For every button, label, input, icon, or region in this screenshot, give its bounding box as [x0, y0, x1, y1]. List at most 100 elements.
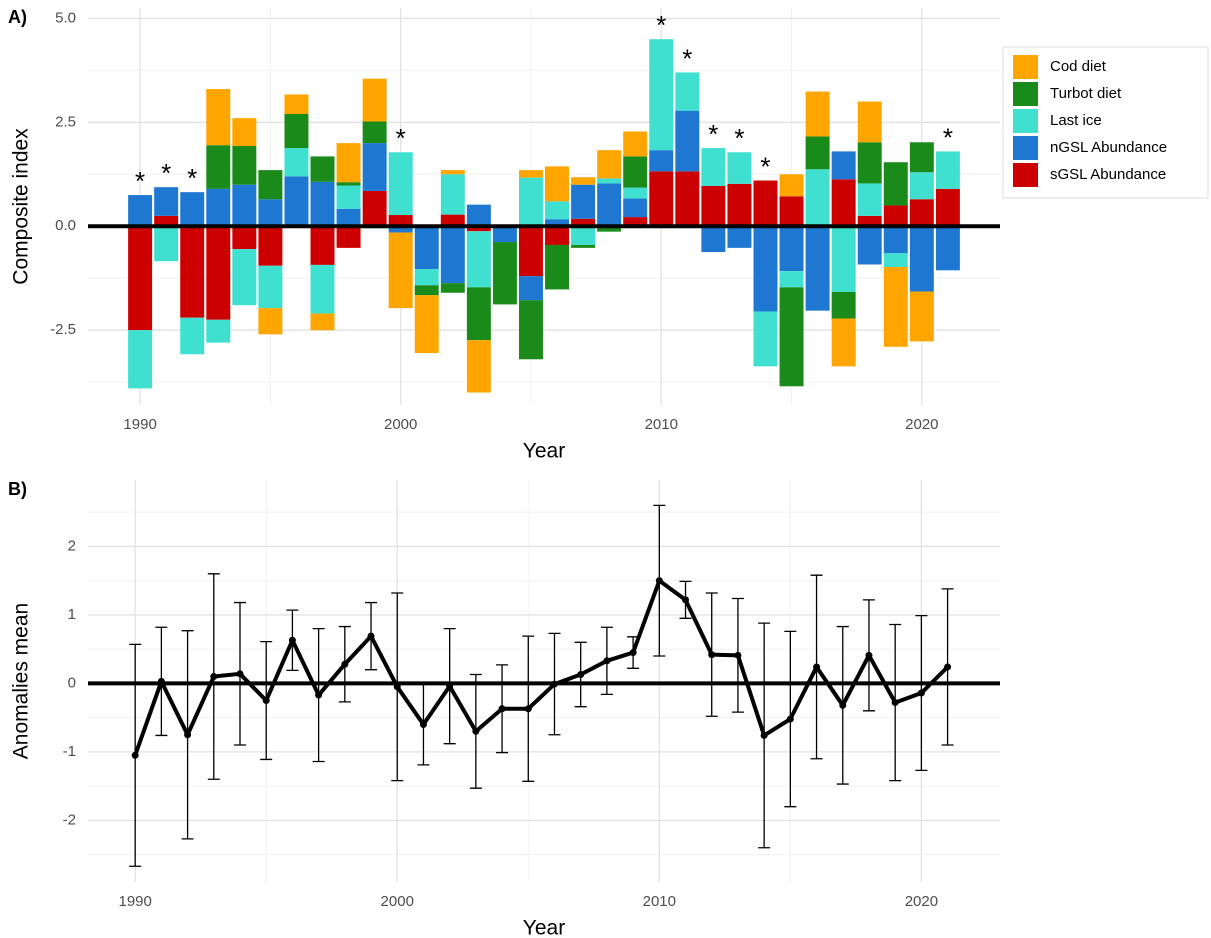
x-tick-label: 2000	[381, 893, 414, 910]
bar-segment	[571, 244, 596, 248]
y-tick-label: -2.5	[50, 321, 76, 338]
bar-segment	[284, 114, 309, 149]
bar-segment	[909, 142, 934, 173]
mean-point	[550, 680, 558, 688]
bar-segment	[935, 188, 960, 227]
mean-point	[393, 683, 401, 691]
bar-segment	[779, 174, 804, 197]
bar-segment	[805, 169, 830, 227]
bar-segment	[701, 226, 726, 253]
bar-segment	[623, 156, 648, 188]
bar-segment	[388, 215, 413, 227]
x-tick-label: 2010	[645, 416, 678, 433]
bar-segment	[857, 226, 882, 265]
mean-point	[157, 677, 165, 685]
y-tick-label: 5.0	[55, 9, 76, 26]
bar-segment	[518, 177, 543, 227]
bar-segment	[128, 226, 153, 331]
bar-segment	[571, 218, 596, 227]
bar-segment	[675, 72, 700, 111]
panel-label: B)	[8, 479, 27, 499]
bar-segment	[336, 208, 361, 227]
legend-label: nGSL Abundance	[1050, 139, 1167, 156]
bar-segment	[414, 285, 439, 296]
bar-segment	[206, 188, 231, 227]
legend-swatch	[1013, 136, 1038, 160]
bar-segment	[831, 179, 856, 227]
bar-segment	[466, 340, 491, 393]
bar-segment	[857, 183, 882, 216]
bar-segment	[440, 174, 465, 215]
bar-segment	[258, 226, 283, 266]
mean-point	[210, 673, 218, 681]
y-axis-title: Anomalies mean	[10, 603, 33, 759]
bar-segment	[310, 264, 335, 314]
legend-label: sGSL Abundance	[1050, 166, 1166, 183]
y-axis-title: Composite index	[10, 128, 33, 285]
bar-segment	[128, 330, 153, 389]
bar-segment	[597, 183, 622, 227]
bar-segment	[623, 198, 648, 218]
bar-segment	[466, 287, 491, 341]
mean-point	[472, 727, 480, 735]
bar-segment	[727, 152, 752, 184]
bar-segment	[518, 170, 543, 178]
bar-segment	[518, 276, 543, 301]
bar-segment	[831, 318, 856, 367]
bar-segment	[206, 226, 231, 320]
mean-point	[917, 689, 925, 697]
mean-point	[419, 720, 427, 728]
y-tick-label: 2.5	[55, 113, 76, 130]
bar-segment	[492, 242, 517, 305]
mean-point	[131, 751, 139, 759]
mean-point	[891, 699, 899, 707]
bar-segment	[935, 151, 960, 189]
bar-segment	[831, 226, 856, 292]
bar-segment	[180, 226, 205, 318]
bar-segment	[310, 181, 335, 227]
significance-mark: *	[161, 158, 171, 188]
bar-segment	[779, 196, 804, 227]
mean-point	[629, 649, 637, 657]
bar-segment	[623, 131, 648, 157]
bar-segment	[232, 146, 257, 185]
significance-mark: *	[708, 119, 718, 149]
bar-segment	[466, 231, 491, 288]
bar-segment	[232, 249, 257, 306]
mean-point	[865, 651, 873, 659]
bar-segment	[154, 215, 179, 227]
bar-segment	[571, 177, 596, 185]
bar-segment	[909, 172, 934, 200]
bar-segment	[597, 226, 622, 232]
bar-segment	[414, 226, 439, 270]
bar-segment	[883, 266, 908, 347]
mean-point	[682, 596, 690, 604]
bar-segment	[336, 143, 361, 183]
bar-segment	[883, 226, 908, 254]
bar-segment	[440, 170, 465, 175]
bar-segment	[232, 226, 257, 250]
bar-segment	[362, 121, 387, 144]
bar-segment	[206, 319, 231, 343]
bar-segment	[388, 226, 413, 233]
bar-segment	[571, 184, 596, 219]
x-tick-label: 1990	[123, 416, 156, 433]
bar-segment	[310, 226, 335, 265]
bar-segment	[232, 184, 257, 227]
bar-segment	[310, 156, 335, 182]
bar-segment	[180, 317, 205, 355]
bar-segment	[753, 180, 778, 227]
x-tick-label: 2000	[384, 416, 417, 433]
bar-segment	[440, 283, 465, 293]
bar-segment	[649, 150, 674, 172]
mean-point	[760, 731, 768, 739]
mean-point	[315, 691, 323, 699]
bar-segment	[857, 215, 882, 227]
bar-segment	[623, 217, 648, 227]
bar-segment	[336, 226, 361, 248]
bar-segment	[831, 151, 856, 180]
bar-segment	[258, 265, 283, 309]
bar-segment	[649, 39, 674, 151]
bar-segment	[440, 226, 465, 284]
